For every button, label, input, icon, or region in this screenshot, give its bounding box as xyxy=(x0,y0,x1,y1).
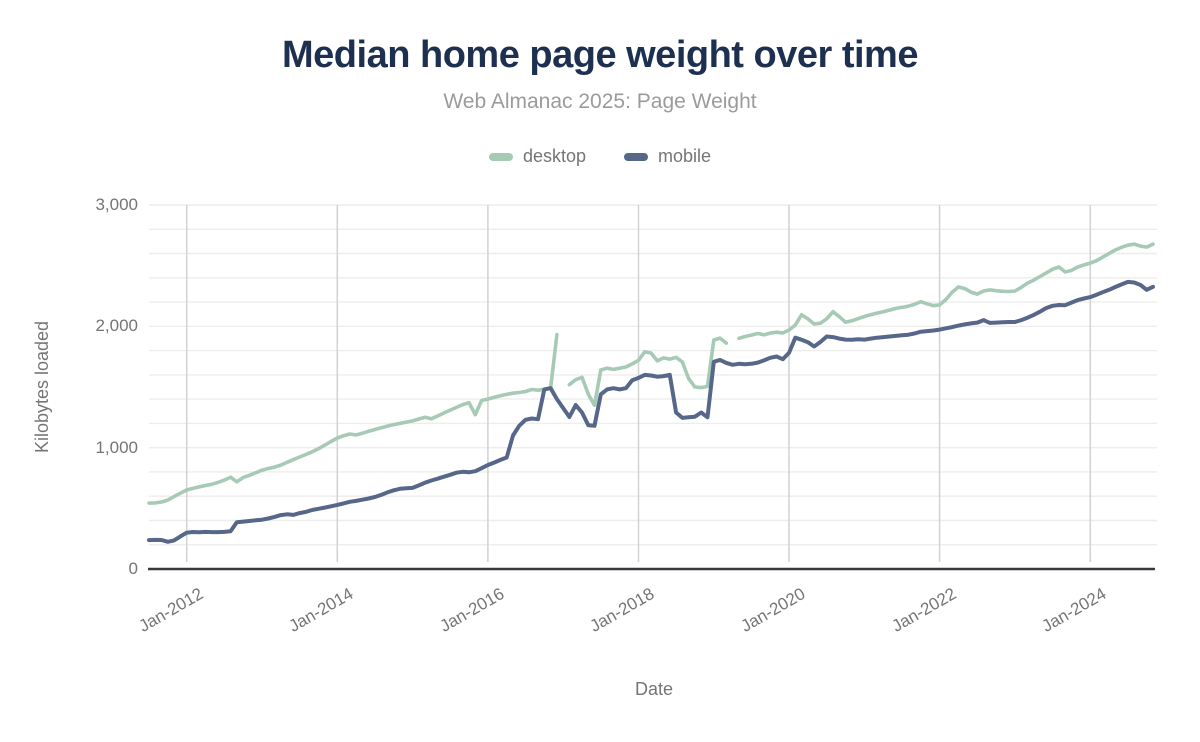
y-tick-label: 2,000 xyxy=(95,316,138,336)
desktop-line xyxy=(737,242,1155,341)
legend-item-desktop[interactable]: desktop xyxy=(488,146,586,167)
desktop-line xyxy=(567,336,729,408)
chart-title: Median home page weight over time xyxy=(282,34,918,76)
y-tick-label: 1,000 xyxy=(95,437,138,457)
legend-label-desktop: desktop xyxy=(522,146,586,166)
y-axis-title: Kilobytes loaded xyxy=(32,320,52,454)
chart-subtitle: Web Almanac 2025: Page Weight xyxy=(443,90,757,113)
x-axis-title: Date xyxy=(634,679,674,699)
desktop-series-swatch-icon xyxy=(488,152,513,161)
mobile-line xyxy=(147,279,1155,544)
legend-label-mobile: mobile xyxy=(658,146,712,166)
legend: desktop mobile xyxy=(0,146,1200,167)
legend-item-mobile[interactable]: mobile xyxy=(624,146,711,167)
y-tick-label: 0 xyxy=(128,559,138,578)
mobile-series-swatch-icon xyxy=(624,152,648,161)
desktop-line xyxy=(147,332,559,505)
y-tick-label: 3,000 xyxy=(95,195,138,214)
